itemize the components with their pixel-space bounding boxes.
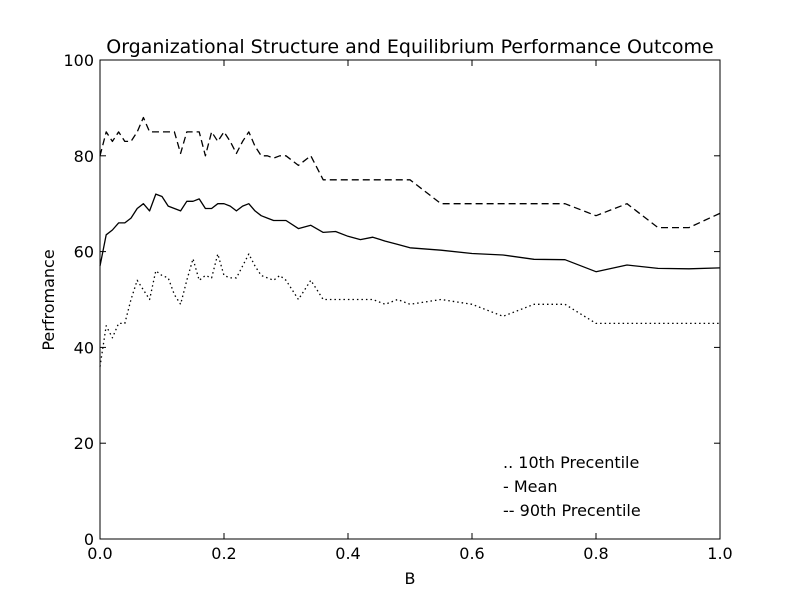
y-tick-label: 80	[74, 147, 94, 166]
legend: .. 10th Precentile - Mean -- 90th Precen…	[503, 453, 641, 520]
y-tick-label: 20	[74, 434, 94, 453]
x-tick-label: 0.6	[459, 544, 484, 563]
legend-entry-mean: - Mean	[503, 477, 557, 496]
series-line-mean	[99, 193, 721, 273]
x-tick-label: 0.2	[211, 544, 236, 563]
x-tick-label: 0.0	[87, 544, 112, 563]
x-tick-label: 1.0	[707, 544, 732, 563]
legend-entry-90th-percentile: -- 90th Precentile	[503, 501, 641, 520]
x-axis: 0.0 0.2 0.4 0.6 0.8 1.0	[87, 60, 733, 563]
plot-frame	[99, 59, 721, 540]
y-axis: 0 20 40 60 80 100	[63, 51, 720, 549]
series-line-90th-precentile	[99, 116, 721, 229]
y-tick-label: 100	[63, 51, 94, 70]
y-tick-label: 60	[74, 243, 94, 262]
chart-title: Organizational Structure and Equilibrium…	[106, 36, 713, 58]
x-axis-label: B	[405, 569, 416, 588]
legend-entry-10th-percentile: .. 10th Precentile	[503, 453, 639, 472]
series-line-10th-precentile	[99, 253, 720, 367]
x-tick-label: 0.8	[583, 544, 608, 563]
y-axis-label: Perfromance	[39, 249, 58, 350]
y-tick-label: 0	[84, 530, 94, 549]
x-tick-label: 0.4	[335, 544, 360, 563]
y-tick-label: 40	[74, 338, 94, 357]
plot-lines	[99, 116, 721, 367]
